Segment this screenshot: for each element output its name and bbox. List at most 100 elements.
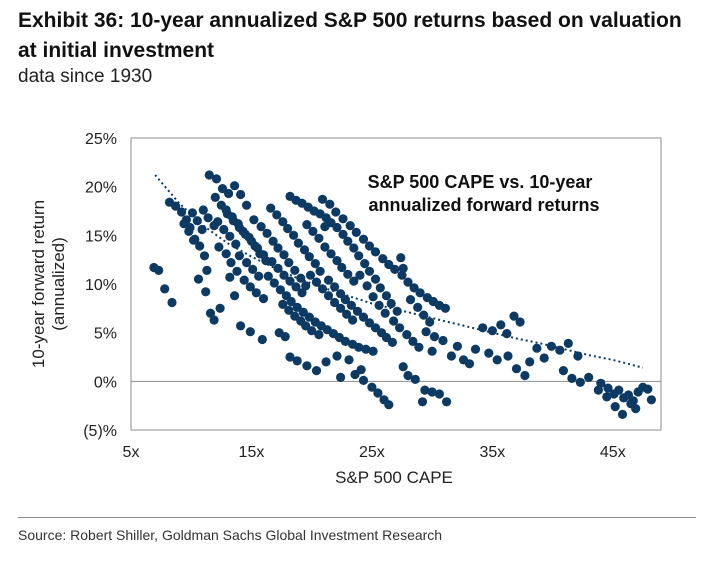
data-point (478, 323, 488, 333)
data-point (358, 312, 369, 322)
x-tick-label: 5x (123, 444, 140, 461)
data-point (610, 402, 620, 412)
data-point (184, 226, 194, 236)
y-tick-label: 5% (94, 326, 117, 343)
y-tick-label: 20% (85, 180, 117, 197)
data-point (415, 288, 425, 298)
data-point (302, 220, 312, 230)
data-points (149, 170, 657, 419)
data-point (209, 315, 219, 325)
data-point (236, 321, 246, 331)
data-point (192, 216, 202, 226)
y-axis-label-line-2: (annualized) (49, 237, 68, 331)
data-point (290, 265, 300, 275)
data-point (343, 236, 353, 246)
data-point (614, 385, 624, 395)
page-subtitle: data since 1930 (18, 66, 153, 87)
data-point (226, 258, 236, 268)
data-point (320, 242, 330, 252)
data-point (410, 374, 420, 384)
data-point (310, 259, 320, 269)
data-point (326, 249, 336, 259)
x-tick-label: 25x (359, 444, 385, 461)
data-point (278, 299, 288, 309)
data-point (355, 270, 365, 280)
data-point (336, 372, 346, 382)
data-point (230, 291, 240, 301)
data-point (413, 302, 423, 312)
data-point (284, 305, 294, 315)
data-point (338, 229, 348, 239)
data-point (230, 181, 240, 191)
data-point (311, 366, 322, 376)
data-point (236, 189, 246, 200)
y-tick-label: 25% (85, 131, 117, 148)
data-point (398, 263, 408, 273)
data-point (283, 223, 293, 234)
data-point (199, 251, 210, 261)
data-point (315, 266, 325, 276)
data-point (187, 208, 197, 218)
data-point (484, 348, 494, 358)
data-point (602, 392, 612, 402)
data-point (279, 270, 289, 280)
data-point (258, 250, 269, 260)
data-point (239, 275, 249, 285)
data-point (470, 344, 481, 354)
data-point (292, 356, 302, 366)
data-point (203, 213, 213, 223)
data-point (509, 311, 519, 321)
data-point (427, 346, 437, 356)
data-point (573, 351, 583, 361)
data-point (442, 397, 452, 407)
data-point (273, 243, 283, 253)
data-point (215, 303, 225, 313)
data-point (268, 236, 278, 246)
data-point (336, 303, 346, 313)
y-tick-label: 0% (94, 374, 117, 391)
data-point (209, 221, 219, 231)
data-point (532, 343, 542, 353)
data-point (593, 385, 604, 395)
data-point (351, 227, 361, 237)
data-point (414, 342, 424, 352)
data-point (321, 357, 331, 367)
data-point (403, 370, 413, 381)
data-point (197, 224, 207, 235)
data-point (340, 295, 350, 305)
data-point (434, 389, 444, 399)
data-point (330, 297, 340, 308)
data-point (201, 287, 211, 297)
data-point (419, 310, 429, 320)
data-point (515, 317, 525, 327)
data-point (403, 277, 413, 287)
data-point (354, 342, 364, 352)
data-point (446, 351, 456, 361)
data-point (332, 256, 342, 266)
x-axis-label: S&P 500 CAPE (335, 468, 453, 487)
data-point (214, 242, 224, 252)
data-point (202, 265, 212, 275)
data-point (389, 316, 399, 326)
data-point (240, 229, 250, 239)
data-point (216, 200, 226, 210)
data-point (390, 264, 400, 274)
data-point (352, 306, 363, 316)
data-point (384, 400, 394, 410)
data-point (362, 281, 372, 291)
data-point (367, 382, 377, 392)
data-point (344, 355, 354, 365)
data-point (160, 284, 170, 294)
data-point (525, 357, 535, 367)
scatter-chart: (5)% 0% 5% 10% 15% 20% 25% 5x 15x 25x 35x 45x S&P … (29, 131, 662, 487)
data-point (221, 249, 231, 259)
data-point (267, 257, 277, 267)
data-point (291, 282, 301, 292)
data-point (317, 194, 328, 204)
data-point (350, 369, 360, 380)
data-point (342, 309, 352, 319)
data-point (563, 338, 573, 348)
data-point (338, 214, 348, 224)
data-point (234, 251, 244, 261)
data-point (381, 291, 391, 301)
